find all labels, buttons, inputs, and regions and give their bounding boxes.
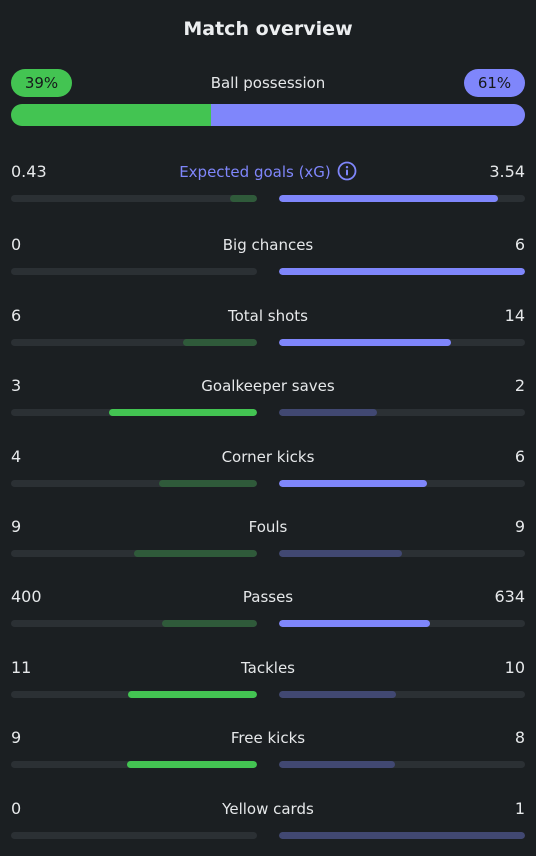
stat-row: 0 Yellow cards 1 [11,798,525,839]
possession-bar [11,104,525,126]
away-bar-track [279,691,525,698]
home-bar-track [11,832,257,839]
stat-label-text: Fouls [248,518,288,536]
away-bar-fill [279,620,430,627]
away-bar-fill [279,832,525,839]
possession-label: Ball possession [210,74,326,92]
stat-label-text: Free kicks [230,729,306,747]
away-bar-track [279,620,525,627]
away-bar-fill [279,550,402,557]
away-bar-fill [279,691,397,698]
home-value: 0 [11,799,22,818]
stat-label-text: Expected goals (xG) [179,163,331,181]
home-bar-track [11,409,257,416]
away-bar-track [279,761,525,768]
away-bar-track [279,339,525,346]
stat-label: Big chances [11,234,525,256]
away-value: 8 [514,728,525,747]
home-bar-track [11,339,257,346]
stat-row: 3 Goalkeeper saves 2 [11,375,525,416]
home-bar-fill [134,550,257,557]
home-bar-fill [126,761,257,768]
stat-label-text: Passes [242,588,294,606]
away-value: 634 [494,587,525,606]
stat-label: Goalkeeper saves [11,375,525,397]
possession-bar-home [11,104,212,126]
away-bar-fill [279,339,452,346]
stat-label: Total shots [11,305,525,327]
home-value: 9 [11,728,22,747]
stat-label: Fouls [11,516,525,538]
home-bar-fill [183,339,257,346]
away-possession-badge: 61% [464,69,525,97]
away-value: 9 [514,517,525,536]
home-value: 3 [11,376,22,395]
away-bar-track [279,195,525,202]
home-value: 6 [11,306,22,325]
stat-label-text: Total shots [228,307,308,325]
away-value: 6 [514,235,525,254]
away-bar-track [279,268,525,275]
stat-label: Passes [11,586,525,608]
info-icon[interactable] [337,161,357,181]
away-bar-track [279,832,525,839]
stat-row: 11 Tackles 10 [11,657,525,698]
away-value: 3.54 [489,162,525,181]
stat-row: 4 Corner kicks 6 [11,446,525,487]
stat-label: Yellow cards [11,798,525,820]
home-bar-track [11,620,257,627]
stat-label[interactable]: Expected goals (xG) [11,161,525,183]
home-bar-track [11,480,257,487]
away-bar-track [279,480,525,487]
away-bar-fill [279,195,499,202]
away-bar-fill [279,268,525,275]
home-value: 9 [11,517,22,536]
home-bar-track [11,761,257,768]
stat-row: 9 Fouls 9 [11,516,525,557]
away-bar-track [279,409,525,416]
home-value: 4 [11,447,22,466]
home-bar-track [11,268,257,275]
home-bar-fill [109,409,257,416]
stat-row: 9 Free kicks 8 [11,727,525,768]
away-bar-track [279,550,525,557]
home-bar-track [11,550,257,557]
away-bar-fill [279,480,427,487]
stat-label: Free kicks [11,727,525,749]
stat-row: 400 Passes 634 [11,586,525,627]
possession-row: 39% Ball possession 61% [11,69,525,97]
stat-row: 6 Total shots 14 [11,305,525,346]
stat-label-text: Corner kicks [221,448,315,466]
away-value: 1 [514,799,525,818]
home-value: 0 [11,235,22,254]
stat-label-text: Yellow cards [222,800,314,818]
stat-row: 0 Big chances 6 [11,234,525,275]
away-value: 6 [514,447,525,466]
home-value: 0.43 [11,162,47,181]
away-bar-fill [279,761,395,768]
stat-label-text: Tackles [240,659,296,677]
possession-bar-away [211,104,525,126]
stat-label: Corner kicks [11,446,525,468]
home-bar-fill [161,620,257,627]
home-bar-track [11,691,257,698]
home-bar-fill [128,691,257,698]
home-bar-fill [230,195,257,202]
away-value: 14 [504,306,525,325]
home-value: 400 [11,587,42,606]
stat-row: 0.43 Expected goals (xG) 3.54 [11,161,525,202]
panel-title: Match overview [183,18,353,40]
stat-label-text: Goalkeeper saves [201,377,335,395]
away-value: 10 [504,658,525,677]
home-bar-track [11,195,257,202]
stat-label: Tackles [11,657,525,679]
stat-label-text: Big chances [222,236,314,254]
away-bar-fill [279,409,378,416]
home-value: 11 [11,658,32,677]
away-value: 2 [514,376,525,395]
home-possession-badge: 39% [11,69,72,97]
home-bar-fill [158,480,257,487]
